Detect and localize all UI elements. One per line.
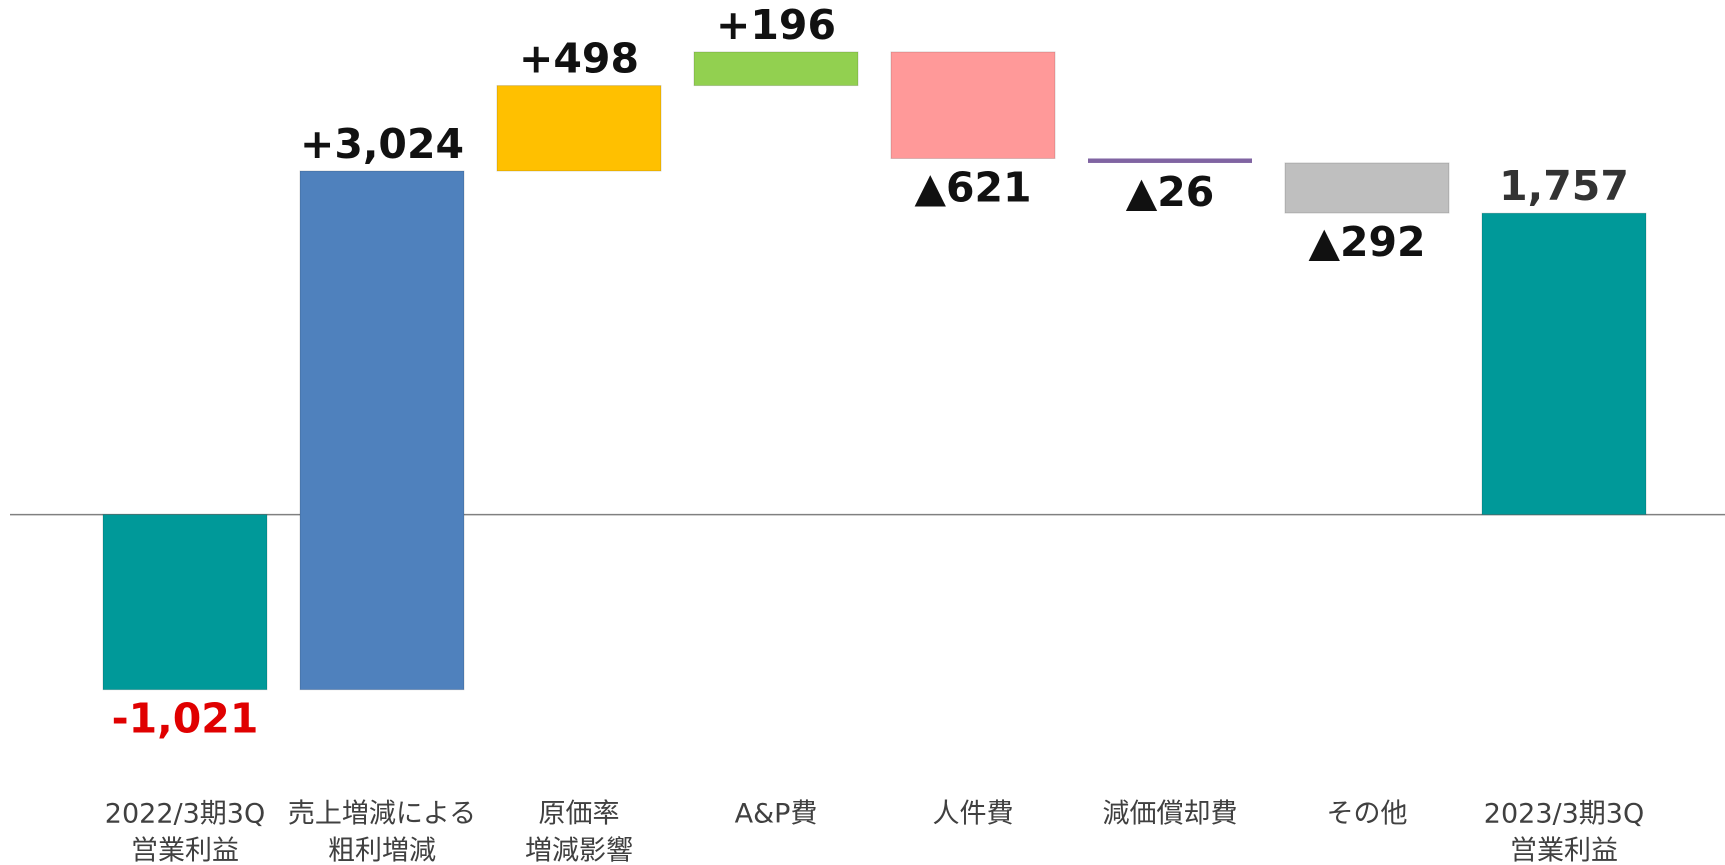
bar — [102, 514, 268, 691]
x-tick-label: その他 — [1327, 799, 1408, 830]
bar — [299, 170, 465, 691]
x-tick-label: 営業利益 — [1510, 836, 1618, 865]
x-tick-label: 人件費 — [933, 799, 1014, 830]
bar — [1481, 212, 1647, 516]
value-label: ▲26 — [1126, 168, 1215, 216]
x-tick-label: A&P費 — [735, 799, 818, 830]
x-tick-label: 2023/3期3Q — [1484, 799, 1644, 830]
value-label: -1,021 — [112, 695, 259, 743]
value-label: 1,757 — [1499, 162, 1629, 210]
bar — [496, 85, 662, 172]
value-label: +196 — [716, 1, 836, 49]
x-tick-label: 減価償却費 — [1103, 799, 1238, 830]
bar — [890, 51, 1056, 159]
bar — [693, 51, 859, 87]
x-tick-label: 原価率 — [539, 799, 620, 830]
bar — [1284, 162, 1450, 214]
value-label: +498 — [519, 35, 639, 83]
value-label: ▲292 — [1308, 218, 1425, 266]
x-tick-label: 2022/3期3Q — [105, 799, 265, 830]
bar — [1088, 158, 1252, 163]
value-label: +3,024 — [300, 120, 464, 168]
value-label: ▲621 — [914, 163, 1031, 211]
x-tick-label: 増減影響 — [525, 836, 633, 865]
x-tick-label: 売上増減による — [288, 799, 476, 830]
x-tick-label: 粗利増減 — [328, 836, 436, 865]
x-tick-label: 営業利益 — [131, 836, 239, 865]
